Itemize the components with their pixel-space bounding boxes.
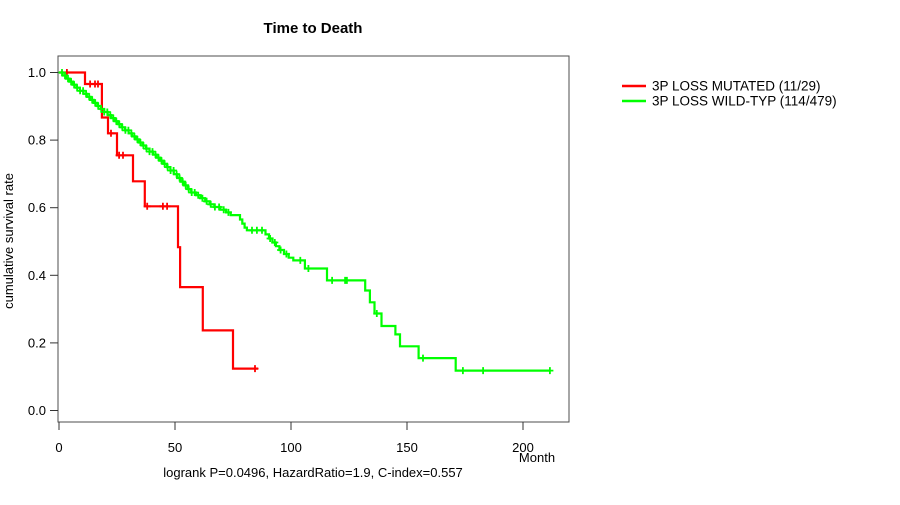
y-tick-label: 1.0 bbox=[28, 65, 46, 80]
legend-label-mutated: 3P LOSS MUTATED (11/29) bbox=[652, 79, 821, 94]
censor-marks-mutated bbox=[63, 69, 259, 373]
x-tick-label: 50 bbox=[168, 440, 182, 455]
censor-marks-wild-typ bbox=[58, 69, 554, 375]
survival-curves bbox=[58, 69, 554, 375]
y-tick-label: 0.2 bbox=[28, 335, 46, 350]
y-axis-tick-labels: 0.0 0.2 0.4 0.6 0.8 1.0 bbox=[28, 65, 46, 418]
x-axis-label: Month bbox=[519, 450, 555, 465]
y-tick-label: 0.8 bbox=[28, 133, 46, 148]
survival-curve-wild-typ bbox=[59, 71, 550, 372]
y-axis bbox=[50, 72, 58, 411]
chart-title: Time to Death bbox=[264, 20, 363, 37]
y-tick-label: 0.0 bbox=[28, 403, 46, 418]
x-tick-label: 200 bbox=[512, 440, 534, 455]
y-axis-label: cumulative survival rate bbox=[1, 173, 16, 309]
x-tick-label: 150 bbox=[396, 440, 418, 455]
y-tick-label: 0.4 bbox=[28, 268, 46, 283]
x-tick-label: 100 bbox=[280, 440, 302, 455]
x-tick-label: 0 bbox=[55, 440, 62, 455]
plot-box bbox=[57, 55, 570, 423]
x-axis-tick-labels: 0 50 100 150 200 bbox=[55, 440, 533, 455]
survival-curve-mutated bbox=[59, 71, 259, 370]
legend: 3P LOSS MUTATED (11/29)3P LOSS WILD-TYP … bbox=[622, 79, 837, 109]
y-tick-label: 0.6 bbox=[28, 200, 46, 215]
legend-label-wild-typ: 3P LOSS WILD-TYP (114/479) bbox=[652, 94, 837, 109]
x-axis bbox=[58, 422, 524, 430]
stats-footer: logrank P=0.0496, HazardRatio=1.9, C-ind… bbox=[163, 465, 463, 480]
